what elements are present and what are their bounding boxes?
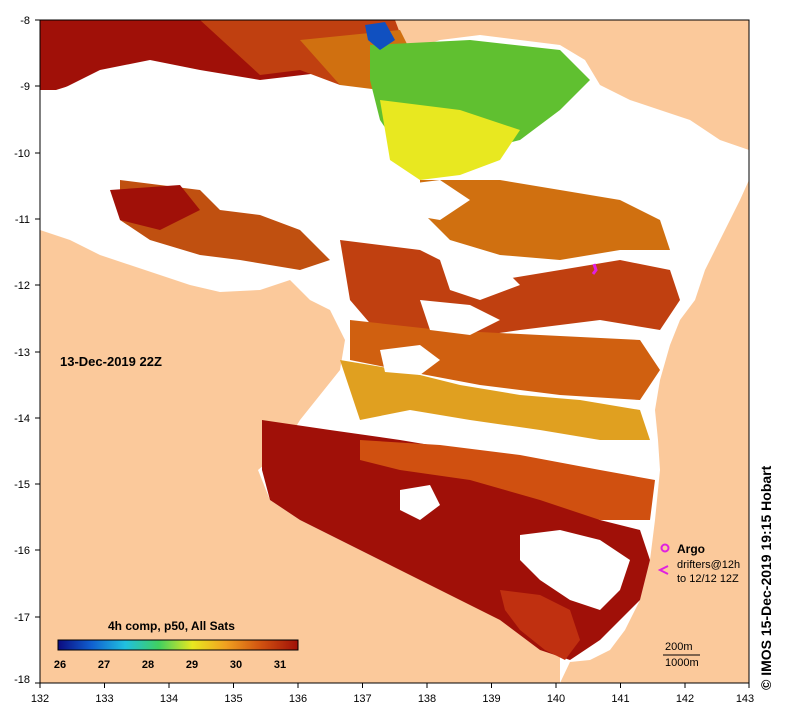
y-tick-label: -12 (14, 280, 30, 292)
colorbar-ramp (57, 639, 299, 651)
y-tick-labels: -8 -9 -10 -11 -12 -13 -14 -15 -16 -17 -1… (14, 15, 30, 686)
x-tick-label: 134 (160, 693, 178, 705)
contour-1000m-label: 1000m (665, 657, 699, 669)
x-tick-label: 133 (95, 693, 113, 705)
colorbar-tick: 26 (54, 659, 66, 671)
argo-drifter-track (591, 263, 598, 275)
land-arnhem (40, 230, 560, 683)
contour-200m-label: 200m (665, 641, 693, 653)
x-tick-label: 142 (676, 693, 694, 705)
x-tick-label: 139 (482, 693, 500, 705)
argo-marker-icon (660, 543, 670, 553)
legend-drifters-1: drifters@12h (677, 559, 740, 571)
y-tick-label: -13 (14, 347, 30, 359)
land-new-guinea (395, 20, 749, 150)
y-tick-label: -16 (14, 545, 30, 557)
x-tick-label: 135 (224, 693, 242, 705)
colorbar-title: 4h comp, p50, All Sats (108, 619, 235, 633)
x-axis (39, 683, 750, 688)
y-tick-label: -14 (14, 413, 30, 425)
y-tick-label: -11 (15, 214, 30, 226)
bathymetry-legend: 200m 1000m (663, 641, 700, 669)
colorbar-tick: 30 (230, 659, 242, 671)
x-tick-labels: 132 133 134 135 136 137 138 139 140 141 … (31, 693, 754, 705)
x-tick-label: 143 (736, 693, 754, 705)
colorbar-tick: 28 (142, 659, 154, 671)
land-cape-york (560, 180, 749, 683)
y-axis (35, 19, 40, 684)
y-tick-label: -10 (14, 148, 30, 160)
drifter-arrow-icon (657, 565, 669, 575)
colorbar-tick: 27 (98, 659, 110, 671)
x-tick-label: 137 (353, 693, 371, 705)
y-tick-label: -17 (14, 612, 30, 624)
y-tick-label: -15 (14, 479, 30, 491)
legend: Argo drifters@12h to 12/12 12Z (657, 542, 740, 585)
x-tick-label: 136 (289, 693, 307, 705)
colorbar-tick: 31 (274, 659, 286, 671)
x-tick-label: 132 (31, 693, 49, 705)
y-tick-label: -9 (20, 81, 30, 93)
y-tick-label: -18 (14, 674, 30, 686)
cloud-gaps (40, 70, 680, 610)
sst-patches (40, 20, 680, 660)
credit-label: © IMOS 15-Dec-2019 19:15 Hobart (758, 465, 774, 690)
legend-drifters-2: to 12/12 12Z (677, 573, 739, 585)
x-tick-label: 140 (547, 693, 565, 705)
legend-argo: Argo (677, 542, 705, 556)
colorbar-tick: 29 (186, 659, 198, 671)
colorbar: 4h comp, p50, All Sats 26 27 28 29 30 31 (54, 619, 299, 671)
x-tick-label: 138 (418, 693, 436, 705)
date-label: 13-Dec-2019 22Z (60, 354, 162, 369)
x-tick-label: 141 (611, 693, 629, 705)
y-tick-label: -8 (20, 15, 30, 27)
